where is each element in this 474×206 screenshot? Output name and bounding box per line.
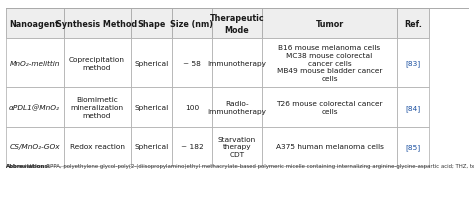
Bar xyxy=(6,88,64,128)
Bar xyxy=(172,128,211,166)
Text: A375 human melanoma cells: A375 human melanoma cells xyxy=(275,144,383,150)
Bar xyxy=(263,39,397,88)
Bar xyxy=(263,128,397,166)
Text: Tumor: Tumor xyxy=(315,20,344,29)
Text: MnO₂-melittin: MnO₂-melittin xyxy=(9,60,60,66)
Bar xyxy=(211,39,263,88)
Bar xyxy=(397,9,429,39)
Text: Therapeutic
Mode: Therapeutic Mode xyxy=(210,14,264,34)
Text: Radio-
immunotherapy: Radio- immunotherapy xyxy=(208,101,266,115)
Text: Spherical: Spherical xyxy=(134,144,169,150)
Text: Ref.: Ref. xyxy=(404,20,422,29)
Text: Spherical: Spherical xyxy=(134,60,169,66)
Bar xyxy=(64,9,131,39)
Bar xyxy=(64,88,131,128)
Text: Spherical: Spherical xyxy=(134,105,169,111)
Text: [83]: [83] xyxy=(405,60,420,67)
Bar xyxy=(172,39,211,88)
Bar xyxy=(211,128,263,166)
Text: Abbreviations:: Abbreviations: xyxy=(6,163,51,168)
Bar xyxy=(131,39,172,88)
Text: Nanoagent: Nanoagent xyxy=(10,20,59,29)
Text: Abbreviations: RPPA, polyethylene glycol-poly(2-(diisopropylamino)ethyl methacry: Abbreviations: RPPA, polyethylene glycol… xyxy=(6,163,474,168)
Text: 100: 100 xyxy=(185,105,199,111)
Bar xyxy=(131,128,172,166)
Text: Biomimetic
mineralization
method: Biomimetic mineralization method xyxy=(71,97,124,118)
Bar xyxy=(211,9,263,39)
Bar xyxy=(172,9,211,39)
Bar xyxy=(263,88,397,128)
Text: αPDL1@MnO₂: αPDL1@MnO₂ xyxy=(9,104,60,111)
Bar xyxy=(6,39,64,88)
Text: Immunotherapy: Immunotherapy xyxy=(208,60,266,66)
Text: Synthesis Method: Synthesis Method xyxy=(56,20,137,29)
Bar xyxy=(397,88,429,128)
Bar xyxy=(172,88,211,128)
Text: [84]: [84] xyxy=(405,104,420,111)
Bar xyxy=(131,88,172,128)
Bar xyxy=(64,39,131,88)
Text: T26 mouse colorectal cancer
cells: T26 mouse colorectal cancer cells xyxy=(276,101,383,115)
Text: Shape: Shape xyxy=(137,20,165,29)
Bar xyxy=(131,9,172,39)
Bar xyxy=(397,39,429,88)
Bar xyxy=(397,128,429,166)
Text: B16 mouse melanoma cells
MC38 mouse colorectal
cancer cells
MB49 mouse bladder c: B16 mouse melanoma cells MC38 mouse colo… xyxy=(277,45,382,82)
Bar xyxy=(6,128,64,166)
Bar xyxy=(211,88,263,128)
Bar xyxy=(263,9,397,39)
Text: Size (nm): Size (nm) xyxy=(170,20,213,29)
Text: [85]: [85] xyxy=(405,143,420,150)
Text: ~ 58: ~ 58 xyxy=(183,60,201,66)
Bar xyxy=(6,9,64,39)
Text: Starvation
therapy
CDT: Starvation therapy CDT xyxy=(218,136,256,157)
Text: ~ 182: ~ 182 xyxy=(181,144,203,150)
Bar xyxy=(64,128,131,166)
Text: CS/MnO₂-GOx: CS/MnO₂-GOx xyxy=(9,144,60,150)
Text: Coprecipitation
method: Coprecipitation method xyxy=(69,56,125,70)
Text: Redox reaction: Redox reaction xyxy=(70,144,125,150)
